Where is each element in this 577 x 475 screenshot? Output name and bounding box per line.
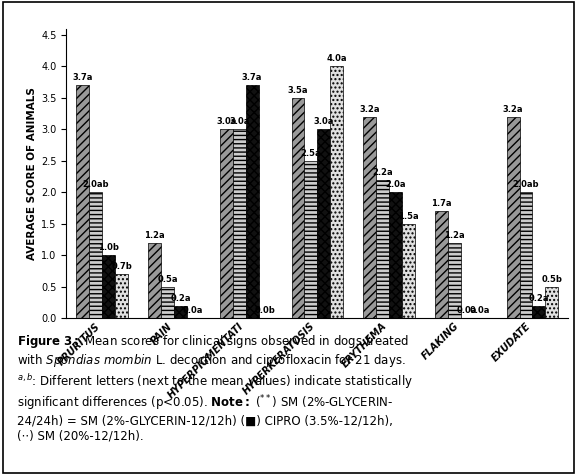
- Bar: [533, 305, 545, 318]
- Text: 3.2a: 3.2a: [503, 104, 523, 114]
- Text: 0.0b: 0.0b: [254, 306, 275, 315]
- Bar: [448, 243, 461, 318]
- Bar: [435, 211, 448, 318]
- Text: 2.2a: 2.2a: [372, 168, 393, 177]
- Text: 2.0a: 2.0a: [385, 180, 406, 189]
- Bar: [389, 192, 402, 318]
- Bar: [291, 98, 305, 318]
- Bar: [376, 180, 389, 318]
- Bar: [76, 85, 89, 318]
- Text: 0.5a: 0.5a: [157, 275, 178, 284]
- Text: 3.0a: 3.0a: [314, 117, 334, 126]
- Bar: [246, 85, 258, 318]
- Text: 3.0a: 3.0a: [229, 117, 249, 126]
- Bar: [330, 66, 343, 318]
- Text: 0.2a: 0.2a: [529, 294, 549, 303]
- Bar: [220, 129, 233, 318]
- Bar: [148, 243, 161, 318]
- Bar: [402, 224, 415, 318]
- Text: 0.7b: 0.7b: [111, 262, 132, 271]
- Text: 2.0ab: 2.0ab: [513, 180, 539, 189]
- Text: 2.5a: 2.5a: [301, 149, 321, 158]
- Bar: [364, 117, 376, 318]
- Bar: [161, 287, 174, 318]
- Bar: [545, 287, 559, 318]
- Bar: [305, 161, 317, 318]
- Y-axis label: AVERAGE SCORE OF ANIMALS: AVERAGE SCORE OF ANIMALS: [27, 87, 37, 260]
- Text: 1.2a: 1.2a: [144, 230, 165, 239]
- Text: 1.5a: 1.5a: [398, 212, 419, 220]
- Text: $\bf{Figure\ 3:}$ Mean scores for clinical signs observed in dogs treated
with $: $\bf{Figure\ 3:}$ Mean scores for clinic…: [17, 332, 413, 443]
- Bar: [507, 117, 519, 318]
- Text: 0.0a: 0.0a: [470, 306, 490, 315]
- Bar: [174, 305, 187, 318]
- Text: 0.2a: 0.2a: [170, 294, 190, 303]
- Text: 4.0a: 4.0a: [327, 54, 347, 63]
- Text: 3.7a: 3.7a: [73, 73, 93, 82]
- Bar: [115, 274, 128, 318]
- Text: 0.5b: 0.5b: [541, 275, 563, 284]
- Text: 3.2a: 3.2a: [359, 104, 380, 114]
- Text: 1.7a: 1.7a: [431, 199, 452, 208]
- Text: 1.0b: 1.0b: [98, 243, 119, 252]
- Text: 0.0a: 0.0a: [457, 306, 477, 315]
- Text: 3.7a: 3.7a: [242, 73, 263, 82]
- Text: 3.5a: 3.5a: [288, 86, 308, 95]
- Text: 3.0a: 3.0a: [216, 117, 237, 126]
- Bar: [233, 129, 246, 318]
- Bar: [89, 192, 102, 318]
- Bar: [519, 192, 533, 318]
- Bar: [317, 129, 330, 318]
- Bar: [102, 255, 115, 318]
- Text: 2.0ab: 2.0ab: [83, 180, 109, 189]
- Text: 1.2a: 1.2a: [444, 230, 464, 239]
- Text: 0.0a: 0.0a: [183, 306, 204, 315]
